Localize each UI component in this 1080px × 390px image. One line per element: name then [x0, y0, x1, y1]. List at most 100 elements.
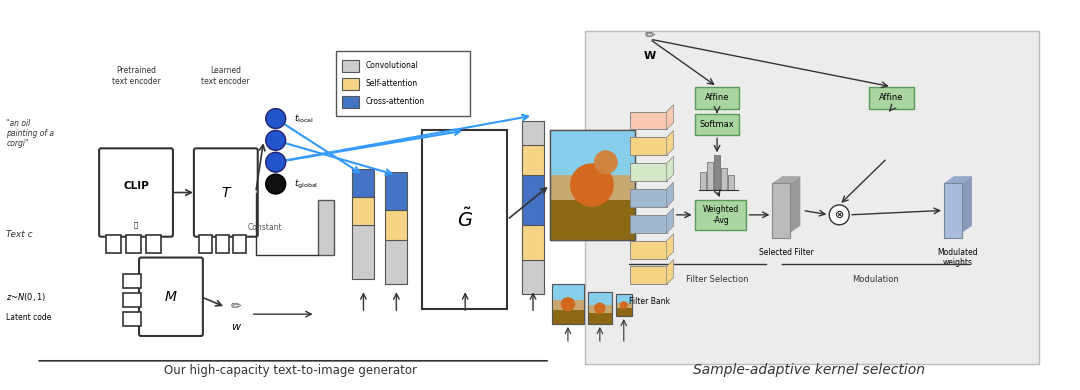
- Bar: [616, 294, 632, 303]
- Bar: [616, 294, 632, 316]
- Text: CLIP: CLIP: [123, 181, 149, 191]
- Text: Filter Selection: Filter Selection: [686, 275, 748, 284]
- Text: Affine: Affine: [705, 93, 729, 102]
- Text: Affine: Affine: [879, 93, 904, 102]
- Bar: [341, 60, 360, 72]
- Polygon shape: [791, 176, 800, 233]
- Bar: [522, 259, 544, 294]
- Polygon shape: [638, 273, 675, 279]
- Circle shape: [829, 205, 849, 225]
- Text: ✏: ✏: [645, 30, 654, 43]
- Bar: [386, 210, 407, 240]
- Bar: [630, 137, 666, 155]
- Polygon shape: [638, 221, 675, 228]
- Bar: [552, 284, 584, 324]
- Bar: [550, 131, 635, 175]
- Bar: [694, 113, 740, 135]
- Bar: [386, 240, 407, 284]
- Bar: [123, 293, 141, 307]
- Bar: [123, 312, 141, 326]
- Polygon shape: [666, 259, 674, 284]
- Bar: [869, 87, 914, 109]
- Text: Learned
text encoder: Learned text encoder: [202, 66, 251, 86]
- Bar: [341, 96, 360, 108]
- Bar: [522, 175, 544, 225]
- Text: Filter Bank: Filter Bank: [630, 297, 671, 306]
- Text: 🔒: 🔒: [134, 222, 138, 228]
- FancyBboxPatch shape: [139, 257, 203, 336]
- Bar: [630, 112, 666, 129]
- Polygon shape: [666, 105, 674, 129]
- Bar: [199, 235, 212, 253]
- Bar: [700, 172, 705, 190]
- Bar: [588, 292, 611, 324]
- Polygon shape: [638, 246, 675, 254]
- Text: $t_{\mathrm{local}}$: $t_{\mathrm{local}}$: [294, 112, 313, 125]
- Polygon shape: [638, 117, 675, 124]
- Text: "an oil
painting of a
corgi": "an oil painting of a corgi": [6, 119, 54, 148]
- Bar: [428, 245, 443, 304]
- Text: M: M: [165, 290, 177, 304]
- Circle shape: [594, 150, 618, 174]
- Text: Weighted
-Avg: Weighted -Avg: [702, 205, 739, 225]
- Bar: [352, 197, 375, 225]
- Bar: [341, 78, 360, 90]
- Polygon shape: [666, 234, 674, 259]
- Bar: [550, 131, 635, 240]
- Text: w: w: [231, 322, 241, 332]
- Text: Convolutional: Convolutional: [365, 62, 418, 71]
- Polygon shape: [666, 182, 674, 207]
- Text: $t_{\mathrm{global}}$: $t_{\mathrm{global}}$: [294, 177, 318, 191]
- Bar: [630, 266, 666, 284]
- Circle shape: [561, 297, 576, 311]
- Bar: [552, 284, 584, 300]
- Polygon shape: [666, 156, 674, 181]
- Circle shape: [620, 301, 627, 309]
- Text: Softmax: Softmax: [700, 120, 734, 129]
- Bar: [106, 235, 121, 253]
- Polygon shape: [638, 195, 675, 202]
- Bar: [694, 200, 746, 230]
- Text: Sample-adaptive kernel selection: Sample-adaptive kernel selection: [693, 363, 926, 377]
- Polygon shape: [638, 169, 675, 176]
- Bar: [352, 169, 375, 197]
- Text: Selected Filter: Selected Filter: [759, 248, 813, 257]
- Bar: [616, 308, 632, 316]
- Bar: [522, 225, 544, 259]
- Text: Cross-attention: Cross-attention: [365, 97, 424, 106]
- Bar: [126, 235, 141, 253]
- Circle shape: [266, 174, 285, 194]
- Bar: [772, 183, 791, 238]
- Bar: [336, 51, 470, 115]
- Polygon shape: [666, 131, 674, 155]
- Bar: [123, 275, 141, 288]
- Bar: [588, 292, 611, 324]
- Text: W: W: [644, 51, 656, 61]
- Bar: [550, 131, 635, 240]
- Circle shape: [266, 109, 285, 128]
- Bar: [352, 225, 375, 279]
- FancyBboxPatch shape: [194, 148, 258, 237]
- Text: Latent code: Latent code: [6, 313, 52, 322]
- Bar: [588, 313, 611, 324]
- Text: Text c: Text c: [6, 230, 33, 239]
- Bar: [146, 235, 161, 253]
- Bar: [616, 294, 632, 316]
- Circle shape: [594, 303, 606, 314]
- Bar: [233, 235, 246, 253]
- Text: T: T: [221, 186, 230, 200]
- FancyBboxPatch shape: [99, 148, 173, 237]
- Text: Modulated
weights: Modulated weights: [937, 248, 978, 267]
- Bar: [588, 292, 611, 305]
- Bar: [428, 135, 443, 165]
- Text: Self-attention: Self-attention: [365, 79, 418, 88]
- Bar: [694, 87, 740, 109]
- Text: $\tilde{G}$: $\tilde{G}$: [457, 208, 473, 231]
- Polygon shape: [666, 208, 674, 233]
- Bar: [552, 310, 584, 324]
- Polygon shape: [638, 144, 675, 150]
- Text: Constant: Constant: [248, 223, 283, 232]
- Bar: [630, 189, 666, 207]
- Bar: [728, 175, 733, 190]
- Bar: [216, 235, 229, 253]
